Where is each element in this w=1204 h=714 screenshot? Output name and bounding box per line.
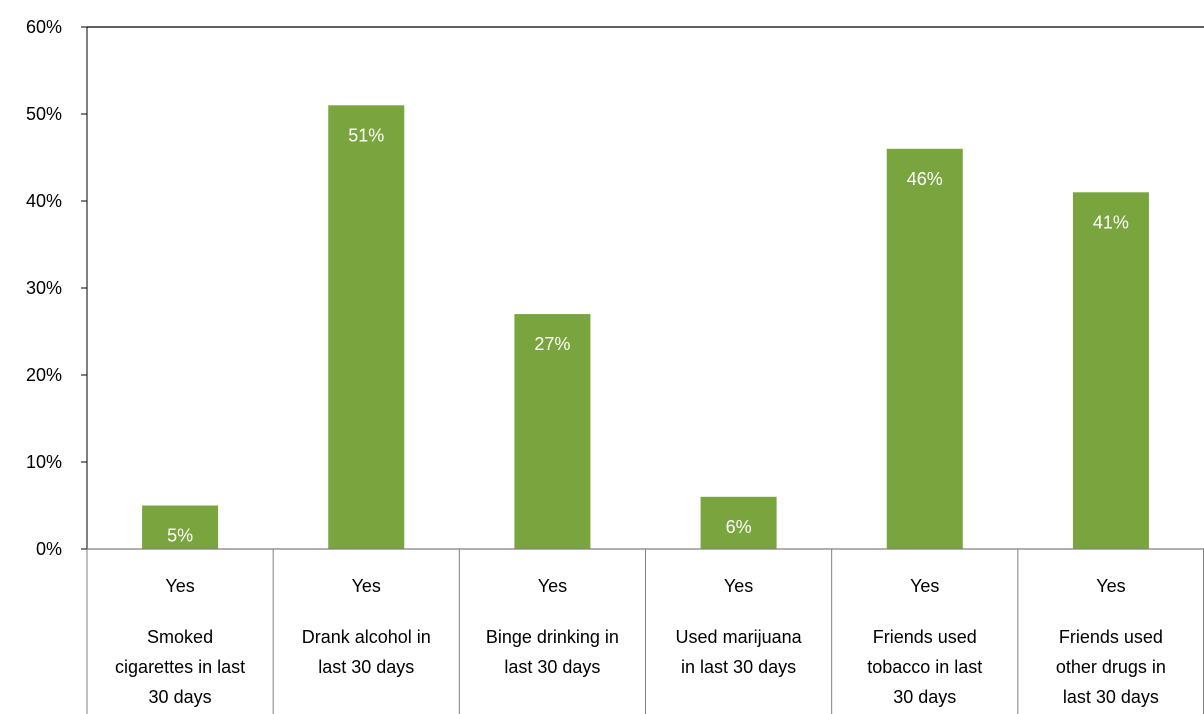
y-axis: 0% 10% 20% 30% 40% 50% 60% — [26, 17, 1204, 559]
category-label-line: Smoked — [147, 627, 213, 647]
bar-value-label: 6% — [726, 517, 752, 537]
category-label-top: Yes — [910, 576, 939, 596]
bar-value-label: 27% — [534, 334, 570, 354]
category-label-line: Binge drinking in — [486, 627, 619, 647]
category-label-top: Yes — [724, 576, 753, 596]
category-label-line: last 30 days — [318, 657, 414, 677]
bar — [514, 314, 591, 549]
category-label-line: Friends used — [1059, 627, 1163, 647]
category-label-top: Yes — [352, 576, 381, 596]
bar — [1072, 192, 1149, 550]
category-label-line: 30 days — [149, 687, 212, 707]
y-tick-label: 40% — [26, 191, 62, 211]
y-tick-label: 60% — [26, 17, 62, 37]
bar — [328, 105, 405, 550]
bar-value-label: 51% — [348, 125, 384, 145]
y-tick-label: 20% — [26, 365, 62, 385]
category-label-top: Yes — [538, 576, 567, 596]
category-label-line: Used marijuana — [676, 627, 803, 647]
y-tick-label: 10% — [26, 452, 62, 472]
bar-value-label: 46% — [907, 169, 943, 189]
category-label-line: last 30 days — [504, 657, 600, 677]
bar — [700, 496, 777, 549]
y-tick-label: 0% — [36, 539, 62, 559]
category-label-line: tobacco in last — [867, 657, 982, 677]
category-table: Yes Smoked cigarettes in last 30 days Yes Dra… — [86, 548, 1204, 714]
category-label-line: Friends used — [873, 627, 977, 647]
bar-value-label: 41% — [1093, 212, 1129, 232]
bar-value-label: 5% — [167, 526, 193, 546]
category-label-line: 30 days — [893, 687, 956, 707]
category-label-top: Yes — [165, 576, 194, 596]
category-label-line: cigarettes in last — [115, 657, 245, 677]
category-label-line: other drugs in — [1056, 657, 1166, 677]
category-label-line: Drank alcohol in — [302, 627, 431, 647]
bar — [142, 505, 219, 549]
category-label-top: Yes — [1096, 576, 1125, 596]
category-label-line: in last 30 days — [681, 657, 796, 677]
y-tick-label: 50% — [26, 104, 62, 124]
category-label-line: last 30 days — [1063, 687, 1159, 707]
bars: 5% 51% 27% 6% 46% 41% — [142, 105, 1149, 550]
y-tick-label: 30% — [26, 278, 62, 298]
bar — [886, 148, 963, 550]
